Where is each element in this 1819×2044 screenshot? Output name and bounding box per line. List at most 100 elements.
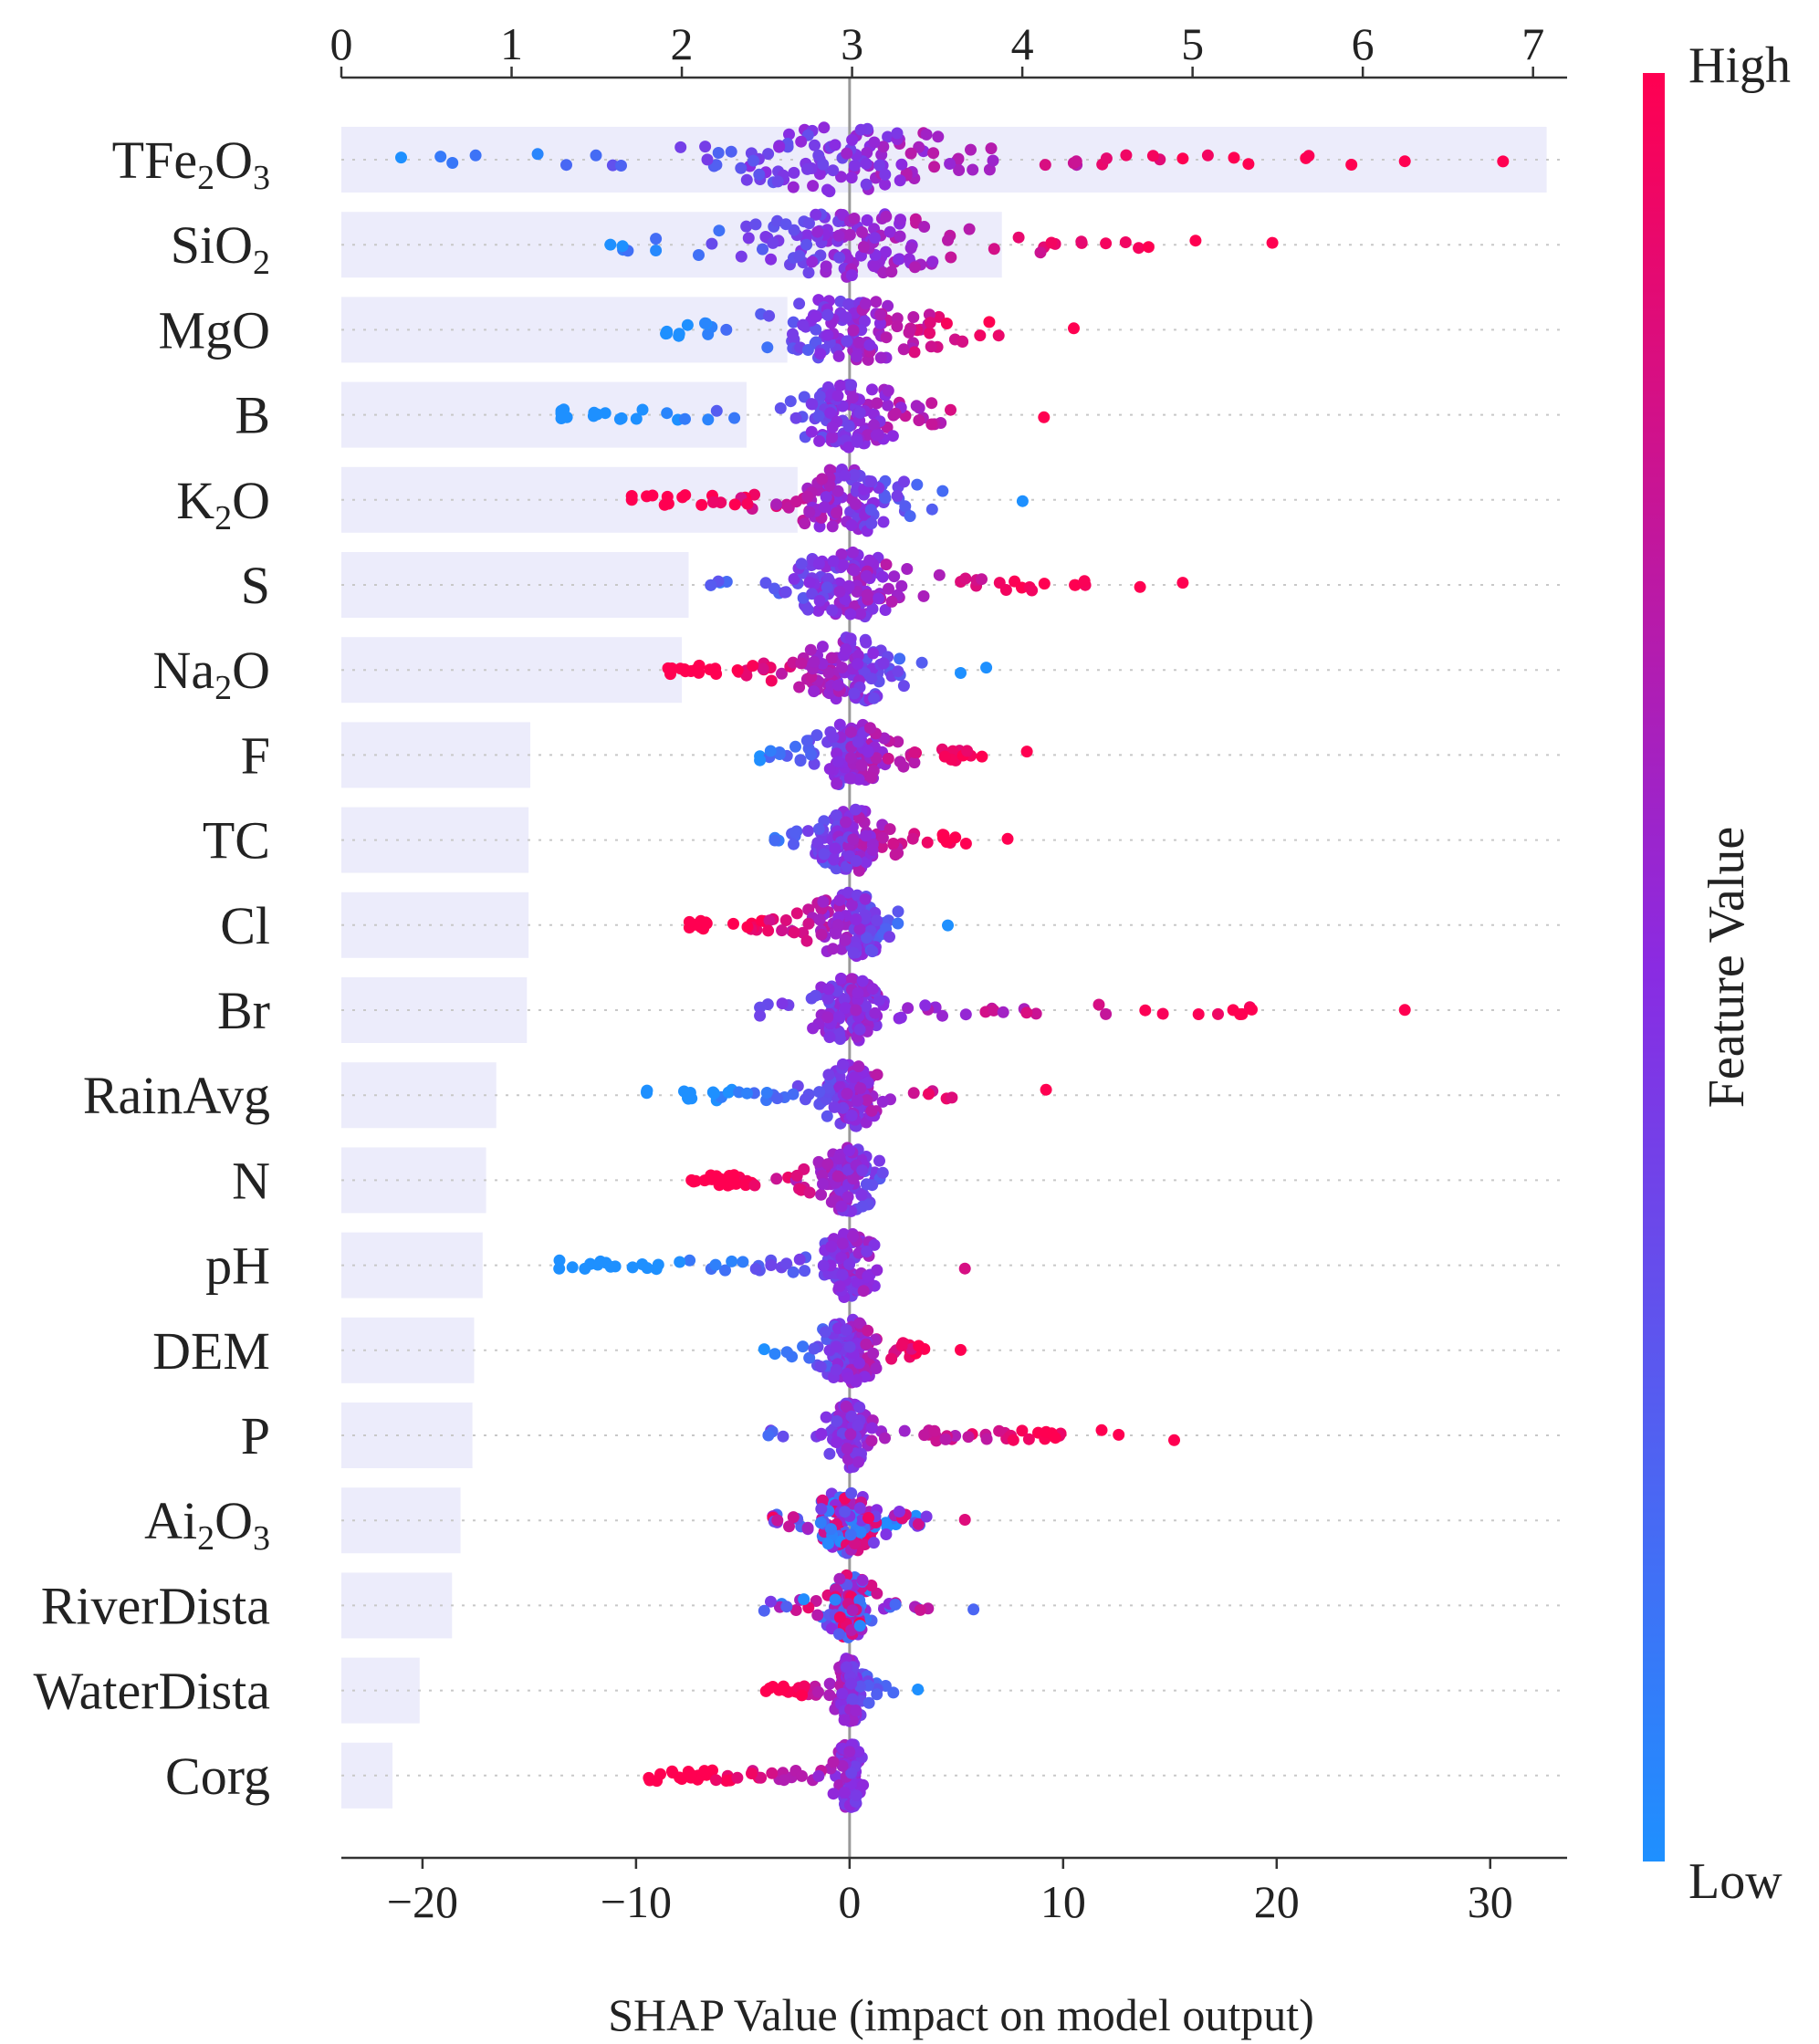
shap-dot-Corg (643, 1771, 655, 1784)
shap-dot-F (827, 731, 840, 744)
shap-dot-Cl (700, 917, 713, 930)
shap-dot-B (826, 421, 839, 433)
mean-abs-shap-bar-Br (341, 977, 528, 1043)
shap-dot-SiO2 (856, 226, 868, 238)
shap-dot-Ai2O3 (854, 1526, 867, 1538)
shap-dot-B (910, 400, 923, 412)
shap-dot-RainAvg (771, 1092, 784, 1105)
shap-dot-TFe2O3 (735, 162, 747, 174)
shap-dot-MgO (873, 317, 886, 329)
x-axis-title: SHAP Value (impact on model output) (608, 1989, 1314, 2040)
shap-dot-P (762, 1429, 775, 1442)
shap-dot-pH (793, 1253, 806, 1266)
shap-dot-Na2O (747, 660, 759, 673)
shap-dot-pH (674, 1256, 686, 1268)
shap-dot-Br (936, 1009, 948, 1022)
feature-label-K2O: K2​O (176, 471, 270, 537)
shap-dot-Na2O (793, 681, 806, 694)
shap-dot-Ai2O3 (893, 1506, 905, 1517)
shap-dot-F (892, 735, 904, 748)
shap-dot-Br (807, 1022, 820, 1035)
feature-label-TFe2O3: TFe2​O3​ (112, 130, 270, 197)
shap-dot-B (870, 429, 883, 442)
shap-dot-Ai2O3 (958, 1514, 971, 1526)
shap-dot-pH (584, 1257, 597, 1270)
shap-dot-F (1020, 746, 1033, 758)
shap-dot-TFe2O3 (1398, 155, 1411, 168)
shap-dot-TFe2O3 (835, 171, 847, 183)
shap-dot-Na2O (860, 636, 873, 649)
shap-dot-S (993, 577, 1006, 589)
shap-dot-SiO2 (848, 213, 861, 224)
shap-dot-Na2O (867, 647, 880, 660)
shap-dot-MgO (891, 320, 904, 333)
shap-dot-MgO (814, 348, 827, 360)
shap-dot-P (962, 1431, 975, 1444)
shap-dot-F (843, 772, 856, 785)
shap-dot-N (685, 1173, 698, 1186)
shap-dot-TFe2O3 (965, 143, 977, 156)
shap-dot-S (1038, 578, 1051, 590)
shap-dot-TC (887, 838, 900, 850)
shap-dot-F (808, 757, 821, 770)
shap-dot-Br (776, 997, 789, 1010)
shap-dot-TFe2O3 (531, 148, 544, 161)
shap-dot-RainAvg (813, 1086, 826, 1099)
shap-dot-P (815, 1427, 828, 1440)
shap-dot-B (784, 395, 797, 408)
shap-dot-TFe2O3 (928, 161, 941, 173)
shap-dot-SiO2 (833, 251, 846, 264)
shap-dot-MgO (882, 299, 894, 312)
shap-dot-Na2O (980, 662, 993, 674)
shap-dot-P (777, 1430, 789, 1443)
shap-dot-TFe2O3 (827, 164, 840, 177)
shap-dot-Ai2O3 (839, 1506, 852, 1518)
shap-dot-B (728, 412, 741, 424)
shap-dot-B (842, 441, 855, 454)
shap-dot-K2O (848, 469, 861, 481)
shap-dot-P (993, 1424, 1006, 1437)
shap-dot-TC (876, 831, 889, 844)
shap-dot-RainAvg (821, 1110, 833, 1122)
shap-dot-Na2O (852, 658, 864, 670)
shap-dot-Na2O (822, 666, 835, 679)
shap-dot-S (806, 588, 819, 600)
shap-dot-TFe2O3 (807, 180, 820, 193)
shap-dot-MgO (793, 297, 806, 310)
shap-dot-RainAvg (1040, 1083, 1052, 1096)
shap-dot-WaterDista (796, 1689, 808, 1702)
shap-dot-TFe2O3 (1228, 151, 1240, 164)
shap-dot-Ai2O3 (771, 1514, 784, 1527)
shap-dot-TFe2O3 (1201, 149, 1214, 162)
shap-dot-P (928, 1424, 941, 1437)
shap-dot-MgO (924, 317, 936, 329)
shap-dot-TC (906, 832, 919, 845)
shap-dot-P (845, 1410, 858, 1423)
shap-dot-N (803, 1186, 816, 1199)
shap-dot-Na2O (868, 692, 880, 704)
shap-dot-pH (749, 1263, 762, 1275)
shap-dot-Ai2O3 (849, 1538, 862, 1550)
shap-dot-SiO2 (693, 249, 705, 261)
shap-dot-TC (789, 827, 801, 840)
shap-dot-TFe2O3 (932, 130, 945, 143)
shap-dot-TFe2O3 (446, 157, 459, 169)
shap-dot-N (739, 1179, 752, 1192)
shap-dot-Corg (836, 1759, 849, 1772)
shap-dot-TFe2O3 (846, 133, 859, 146)
shap-dot-Na2O (840, 643, 852, 655)
shap-dot-B (871, 397, 883, 410)
shap-dot-Br (822, 983, 835, 996)
shap-dot-S (801, 603, 814, 616)
shap-dot-pH (847, 1230, 859, 1243)
shap-dot-F (844, 725, 857, 738)
shap-dot-P (853, 1401, 866, 1413)
shap-dot-TFe2O3 (882, 130, 894, 143)
shap-dot-N (842, 1191, 854, 1204)
shap-dot-B (842, 420, 855, 433)
shap-dot-Ai2O3 (920, 1510, 933, 1523)
shap-dot-pH (871, 1264, 883, 1277)
shap-dot-S (803, 576, 816, 589)
shap-dot-S (813, 594, 826, 607)
shap-dot-Corg (778, 1774, 790, 1787)
